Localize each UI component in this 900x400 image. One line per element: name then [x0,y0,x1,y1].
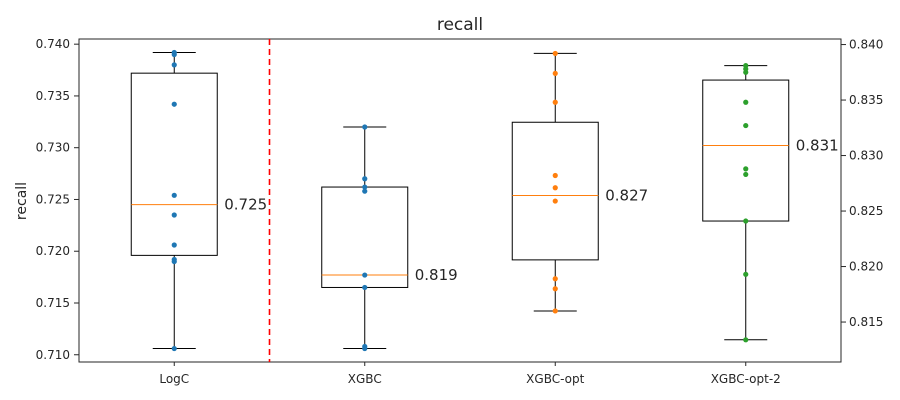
box-group-xgbc: 0.819 [321,124,458,352]
chart-title: recall [437,15,483,35]
box-iqr [321,186,409,288]
data-point [552,276,558,282]
right-tick-label: 0.840 [849,38,883,52]
data-point [552,308,558,314]
data-point [171,101,177,107]
data-point [171,345,177,352]
data-point [362,124,368,130]
x-axis: LogC XGBC XGBC-opt XGBC-opt-2 [159,362,781,386]
median-value-label: 0.827 [605,187,648,205]
median-value-label: 0.831 [796,137,839,155]
right-tick-label: 0.815 [849,315,883,329]
x-tick-label: XGBC [348,372,382,386]
data-point [743,171,749,178]
x-tick-label: XGBC-opt [526,372,584,386]
y-axis-label: recall [14,182,30,220]
left-tick-label: 0.735 [36,89,70,103]
plot-frame [78,38,842,363]
left-tick-label: 0.740 [36,37,70,51]
box-group-xgbc-opt: 0.827 [511,50,648,314]
data-point [552,99,558,105]
right-tick-label: 0.830 [849,149,883,163]
box-group-logc: 0.725 [130,49,267,352]
data-point [171,192,177,198]
data-point [171,258,177,265]
data-point [743,122,749,129]
data-point [362,345,368,352]
box-group-xgbc-opt-2: 0.831 [702,63,839,343]
data-point [171,242,177,248]
left-tick-label: 0.720 [36,244,70,258]
data-point [552,50,558,57]
data-point [743,271,749,277]
data-point [552,172,558,179]
right-tick-label: 0.825 [849,204,883,218]
box-iqr [511,121,599,261]
data-point [552,70,558,77]
right-axis: 0.815 0.820 0.825 0.830 0.835 0.840 [841,38,883,329]
data-point [743,99,749,105]
median-value-label: 0.819 [415,266,458,284]
box-groups: 0.725 0.819 0.827 0.831 [130,49,839,352]
left-tick-label: 0.710 [36,348,70,362]
data-point [362,184,368,190]
left-tick-label: 0.725 [36,192,70,206]
right-tick-label: 0.820 [849,260,883,274]
median-value-label: 0.725 [224,196,267,214]
left-axis: 0.710 0.715 0.720 0.725 0.730 0.735 0.740 [36,37,79,362]
right-tick-label: 0.835 [849,93,883,107]
data-point [552,185,558,191]
data-point [362,284,368,291]
left-tick-label: 0.715 [36,296,70,310]
data-point [743,218,749,224]
data-point [171,51,177,58]
data-point [743,69,749,75]
data-point [552,286,558,292]
box-iqr [130,72,218,256]
data-point [552,198,558,204]
left-tick-label: 0.730 [36,141,70,155]
x-tick-label: LogC [159,372,189,386]
x-tick-label: XGBC-opt-2 [711,372,781,386]
data-point [362,188,368,194]
data-point [171,212,177,218]
data-point [362,272,368,278]
data-point [362,176,368,182]
data-point [743,166,749,172]
data-point [171,62,177,68]
data-point [743,337,749,343]
